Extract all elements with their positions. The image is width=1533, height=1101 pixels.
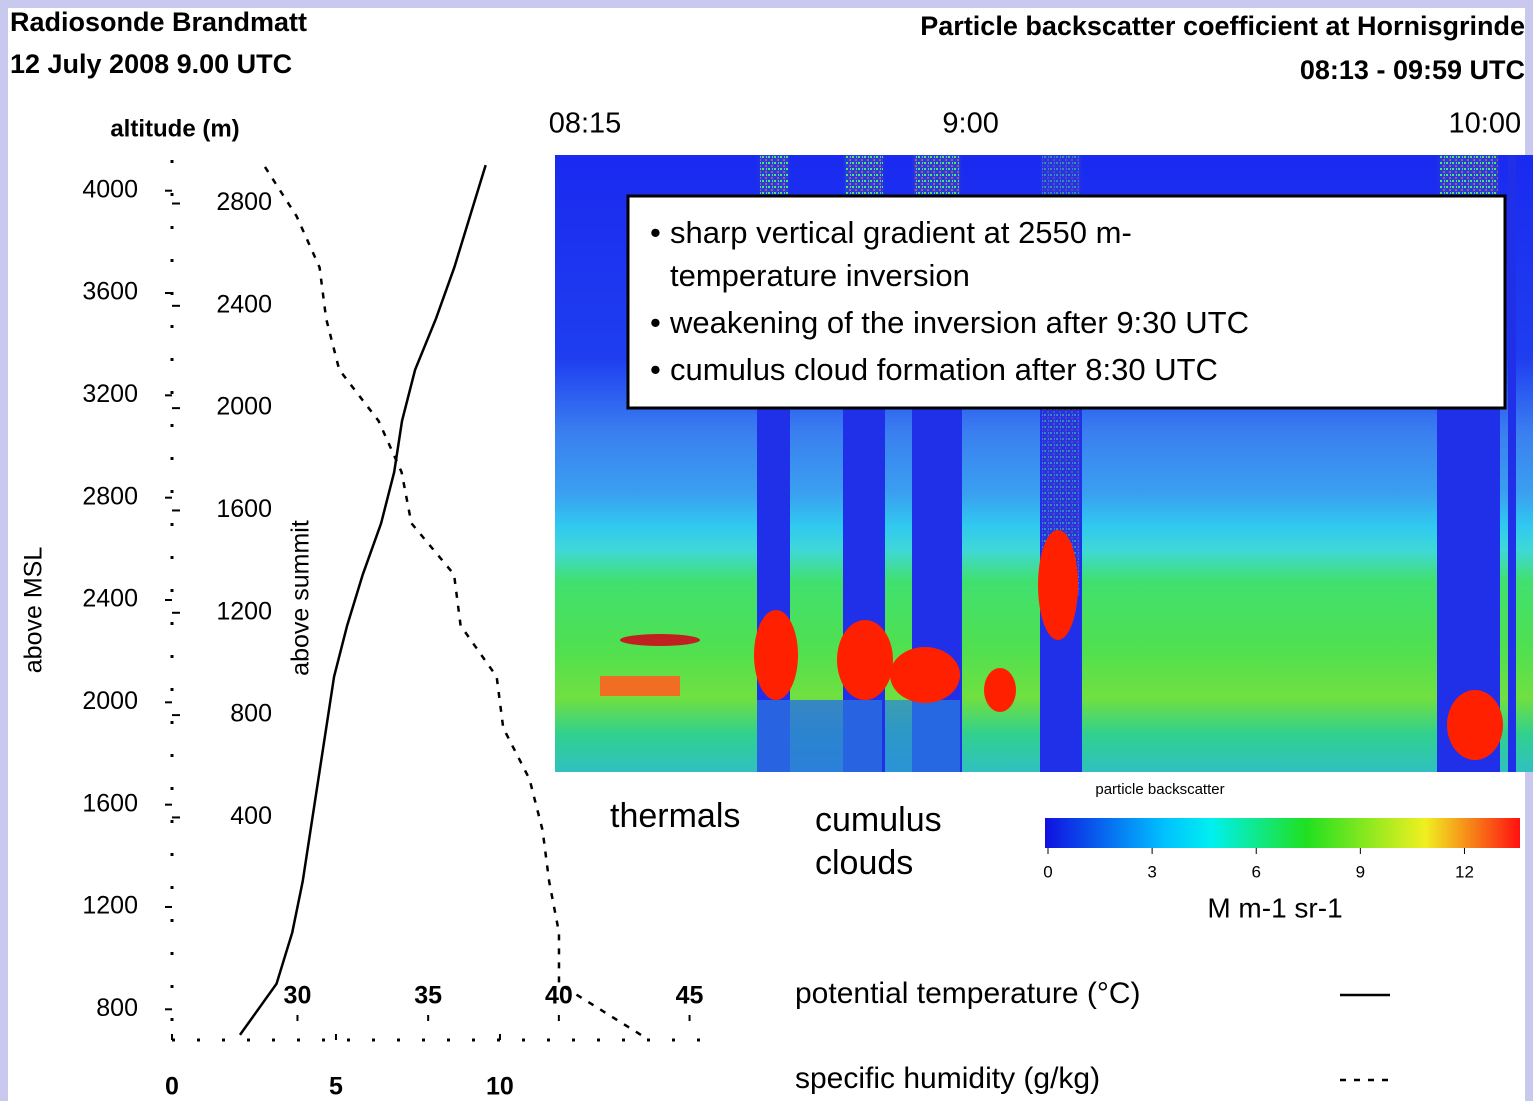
profile-line	[238, 164, 487, 1036]
colorbar-tick-label: 0	[1043, 862, 1052, 881]
y2-tick-label: 1600	[216, 495, 272, 523]
legend-label: specific humidity (g/kg)	[795, 1062, 1100, 1095]
annotation-box	[626, 194, 1507, 410]
y-tick-label: 800	[96, 994, 138, 1022]
x-tick-label: 0	[165, 1073, 179, 1101]
y-axis-label: altitude (m)	[110, 115, 239, 142]
lidar-subtitle: 08:13 - 09:59 UTC	[1300, 55, 1525, 85]
annotation-line: cumulus cloud formation after 8:30 UTC	[670, 352, 1218, 387]
y2-tick-label: 1200	[216, 597, 272, 625]
time-tick-label: 10:00	[1449, 108, 1522, 140]
annotation-line: weakening of the inversion after 9:30 UT…	[669, 305, 1249, 340]
y-tick-label: 2400	[82, 585, 138, 613]
colorbar-title: particle backscatter	[1095, 781, 1224, 798]
bullet: •	[650, 305, 661, 340]
x2-tick-label: 35	[414, 982, 442, 1010]
x-tick-label: 5	[329, 1073, 343, 1101]
y2-tick-label: 400	[230, 802, 272, 830]
y2-axis-title: above summit	[287, 520, 315, 676]
y2-tick-label: 2800	[216, 188, 272, 216]
lidar-title: Particle backscatter coefficient at Horn…	[920, 11, 1525, 41]
clouds-label: clouds	[815, 844, 913, 882]
colorbar-tick-label: 12	[1455, 862, 1474, 881]
profile-line	[262, 164, 642, 1036]
y-axis-title: above MSL	[20, 547, 48, 674]
annotation-line: temperature inversion	[670, 258, 970, 293]
annotation-line: sharp vertical gradient at 2550 m-	[670, 215, 1132, 250]
y2-tick-label: 2400	[216, 290, 272, 318]
x2-tick-label: 30	[284, 982, 312, 1010]
y2-tick-label: 800	[230, 700, 272, 728]
legend-label: potential temperature (°C)	[795, 977, 1140, 1010]
x-tick-label: 10	[486, 1073, 514, 1101]
colorbar	[1045, 818, 1520, 848]
y-tick-label: 3200	[82, 380, 138, 408]
time-tick-label: 08:15	[549, 108, 622, 140]
bullet: •	[650, 352, 661, 387]
annotation-text: • sharp vertical gradient at 2550 m- tem…	[650, 215, 1249, 387]
y-tick-label: 1600	[82, 789, 138, 817]
x2-tick-label: 40	[545, 982, 573, 1010]
y-tick-label: 2000	[82, 687, 138, 715]
colorbar-tick-label: 3	[1147, 862, 1156, 881]
thermals-label: thermals	[610, 797, 740, 835]
radiosonde-title: Radiosonde Brandmatt	[10, 7, 307, 37]
colorbar-tick-label: 9	[1356, 862, 1365, 881]
cumulus-label: cumulus	[815, 801, 942, 839]
time-tick-label: 9:00	[942, 108, 998, 140]
y-tick-label: 4000	[82, 175, 138, 203]
colorbar-tick-label: 6	[1252, 862, 1261, 881]
y-tick-label: 3600	[82, 278, 138, 306]
colorbar-unit: M m-1 sr-1	[1207, 892, 1342, 923]
radiosonde-date: 12 July 2008 9.00 UTC	[10, 49, 292, 79]
bullet: •	[650, 215, 661, 250]
x2-tick-label: 45	[676, 982, 704, 1010]
y-tick-label: 1200	[82, 892, 138, 920]
y-tick-label: 2800	[82, 482, 138, 510]
y2-tick-label: 2000	[216, 393, 272, 421]
